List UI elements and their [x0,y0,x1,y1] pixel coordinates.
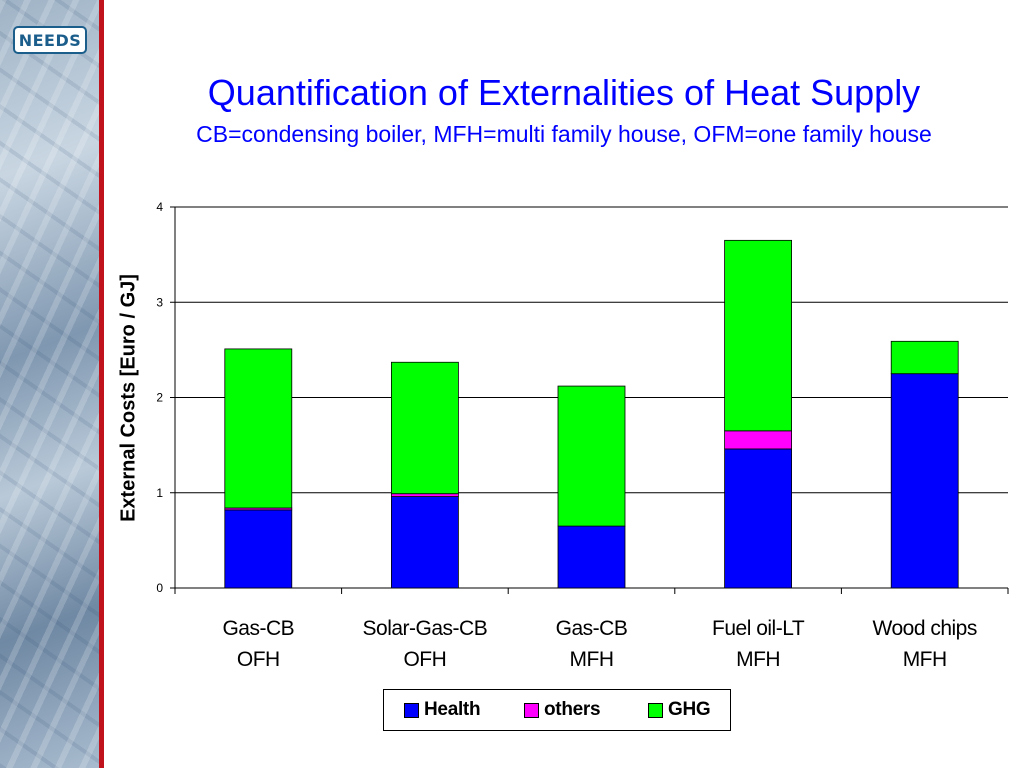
category-label: Gas-CB OFH [183,613,333,675]
bar-segment-ghg [390,361,459,495]
legend-item-others: others [524,699,601,720]
category-label-line: MFH [736,648,781,671]
sidebar-texture [0,0,100,768]
bar-segment-others [390,493,459,497]
y-tick-label: 2 [156,391,163,405]
category-label-line: Gas-CB [222,617,295,640]
bar-segment-health [557,525,626,589]
category-label: Gas-CB MFH [517,613,667,675]
bar-segment-ghg [890,340,959,375]
bar-segment-health [224,509,293,589]
decorative-sidebar: NEEDS [0,0,100,768]
category-label-line: MFH [569,648,615,671]
bar-segment-ghg [557,385,626,527]
category-label-line: OFH [236,648,280,671]
category-label: Solar-Gas-CB OFH [350,613,500,675]
bar-segment-ghg [224,348,293,509]
legend-label: GHG [668,699,711,720]
category-label-line: Solar-Gas-CB [362,617,488,640]
y-tick-label: 3 [156,295,163,309]
red-divider-line [99,0,104,768]
bar-segment-health [390,496,459,589]
logo-text: NEEDS [18,30,82,50]
y-tick-label: 1 [156,486,163,500]
bar-segment-others [724,430,792,450]
legend-swatch [648,702,663,718]
category-label: Fuel oil-LT MFH [683,613,833,675]
needs-logo: NEEDS [13,26,87,54]
bar-segment-health [724,448,792,589]
y-axis-label: External Costs [Euro / GJ] [117,274,140,522]
category-label: Wood chips MFH [850,613,1000,675]
legend-label: Health [424,699,481,720]
category-label-line: MFH [902,648,948,671]
legend-item-ghg: GHG [648,699,711,720]
legend-swatch [404,702,419,718]
category-label-line: Wood chips [872,617,978,640]
legend-item-health: Health [404,699,481,720]
category-label-line: Fuel oil-LT [712,617,805,640]
chart-legend: Health others GHG [383,689,731,731]
category-label-line: OFH [403,648,447,671]
legend-swatch [524,702,539,718]
category-label-line: Gas-CB [555,617,628,640]
legend-label: others [544,699,601,720]
y-tick-label: 0 [156,581,163,595]
slide-title: Quantification of Externalities of Heat … [207,72,921,113]
slide-subtitle: CB=condensing boiler, MFH=multi family h… [196,121,932,147]
bar-segment-health [890,373,959,589]
y-tick-label: 4 [156,200,163,214]
bar-segment-ghg [724,239,792,432]
